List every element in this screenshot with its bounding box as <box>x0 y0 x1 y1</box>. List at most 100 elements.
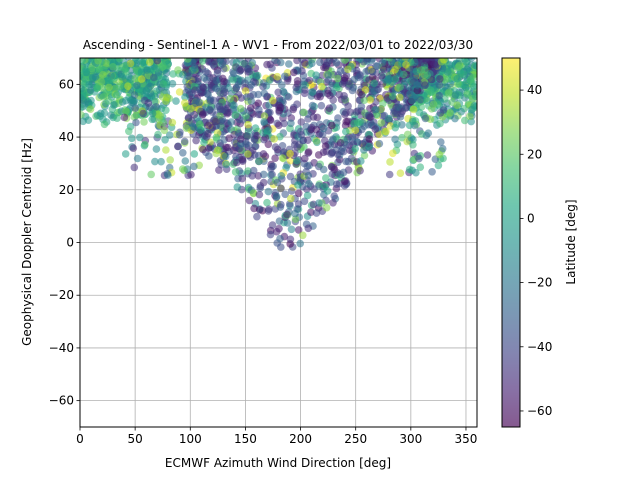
scatter-point <box>374 85 383 94</box>
scatter-point <box>249 166 258 175</box>
scatter-point <box>336 170 345 179</box>
scatter-point <box>351 144 360 153</box>
scatter-point <box>168 118 177 127</box>
scatter-point <box>212 133 221 142</box>
scatter-point <box>255 190 264 199</box>
scatter-point <box>202 133 211 141</box>
scatter-point <box>424 129 433 137</box>
x-tick-label: 250 <box>344 432 367 446</box>
scatter-point <box>129 99 138 107</box>
scatter-point <box>338 80 347 88</box>
scatter-point <box>446 109 454 117</box>
scatter-point <box>408 96 416 105</box>
scatter-point <box>266 230 275 239</box>
scatter-point <box>301 154 309 163</box>
scatter-point <box>252 72 261 80</box>
scatter-point <box>277 58 285 67</box>
x-tick-label: 0 <box>76 432 84 446</box>
scatter-point <box>209 61 218 69</box>
scatter-point <box>152 145 161 153</box>
scatter-point <box>278 154 287 162</box>
scatter-point <box>371 125 380 133</box>
scatter-point <box>453 74 462 83</box>
scatter-point <box>189 122 197 131</box>
scatter-point <box>82 67 90 75</box>
scatter-point <box>297 118 306 126</box>
scatter-point <box>222 160 231 169</box>
scatter-point <box>199 110 207 118</box>
scatter-point <box>309 113 318 121</box>
scatter-point <box>265 205 273 213</box>
scatter-point <box>128 134 136 143</box>
scatter-point <box>163 93 171 102</box>
scatter-point <box>260 89 269 98</box>
scatter-point <box>352 108 361 116</box>
scatter-point <box>457 107 466 116</box>
scatter-point <box>396 83 404 91</box>
scatter-point <box>337 147 346 155</box>
scatter-point <box>307 208 315 216</box>
scatter-point <box>379 99 387 108</box>
scatter-point <box>281 190 290 199</box>
scatter-point <box>329 135 337 143</box>
scatter-point <box>243 93 251 101</box>
scatter-point <box>148 115 156 124</box>
scatter-point <box>330 192 339 200</box>
scatter-point <box>99 71 107 79</box>
scatter-point <box>172 97 180 105</box>
scatter-point <box>269 96 277 105</box>
scatter-point <box>451 91 460 99</box>
scatter-point <box>391 135 399 144</box>
scatter-point <box>132 118 140 127</box>
scatter-point <box>216 139 224 147</box>
scatter-point <box>180 137 189 146</box>
scatter-point <box>133 81 141 90</box>
scatter-point <box>183 83 192 91</box>
scatter-point <box>389 149 397 158</box>
scatter-point <box>391 65 399 74</box>
scatter-point <box>393 109 401 118</box>
scatter-point <box>199 83 208 92</box>
scatter-point <box>196 126 205 134</box>
scatter-point <box>391 123 400 132</box>
scatter-point <box>286 235 295 244</box>
scatter-point <box>107 111 115 119</box>
scatter-point <box>188 117 196 125</box>
scatter-point <box>277 200 285 209</box>
scatter-point <box>116 82 124 90</box>
scatter-point <box>271 143 280 151</box>
x-tick-label: 50 <box>127 432 142 446</box>
scatter-point <box>251 124 260 132</box>
scatter-point <box>219 89 228 97</box>
scatter-point <box>221 152 230 161</box>
scatter-point <box>305 180 313 188</box>
scatter-point <box>161 136 169 144</box>
scatter-point <box>412 168 420 177</box>
scatter-point <box>291 209 299 218</box>
scatter-point <box>133 154 142 163</box>
scatter-point <box>304 224 313 233</box>
scatter-point <box>342 109 350 117</box>
scatter-point <box>367 113 375 121</box>
scatter-point <box>315 182 323 190</box>
scatter-point <box>304 148 313 156</box>
scatter-point <box>409 141 417 149</box>
scatter-point <box>325 104 334 112</box>
scatter-point <box>343 135 352 143</box>
scatter-point <box>377 119 386 127</box>
scatter-point <box>178 165 187 173</box>
colorbar-tick-label: −40 <box>527 340 552 354</box>
scatter-point <box>142 86 151 95</box>
scatter-point <box>422 58 431 65</box>
scatter-point <box>259 170 268 179</box>
scatter-point <box>312 71 320 79</box>
scatter-point <box>382 127 390 136</box>
scatter-point <box>284 93 293 101</box>
x-axis-label: ECMWF Azimuth Wind Direction [deg] <box>165 456 391 470</box>
scatter-point <box>195 120 204 129</box>
scatter-point <box>254 99 263 108</box>
scatter-point <box>130 163 139 172</box>
scatter-point <box>299 80 307 89</box>
scatter-point <box>323 187 332 195</box>
